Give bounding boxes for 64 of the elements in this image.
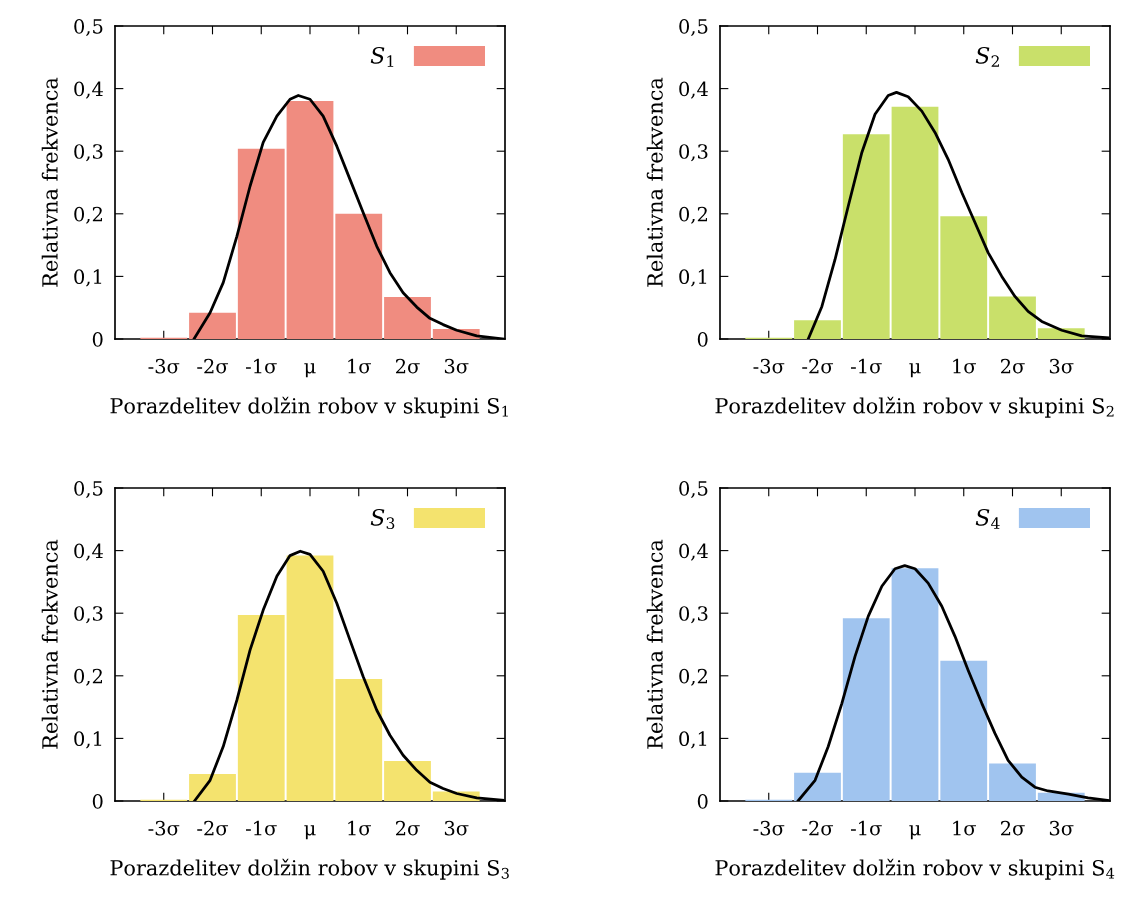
y-tick-label: 0,4	[679, 543, 708, 561]
x-tick-label: 3σ	[444, 820, 469, 836]
y-tick-label: 0,3	[74, 606, 103, 624]
y-axis-title: Relativna frekvenca	[646, 539, 663, 749]
x-tick-label: -3σ	[753, 820, 785, 836]
x-tick-label: 3σ	[1049, 358, 1074, 374]
x-tick-label: -2σ	[197, 820, 229, 836]
y-tick-label: 0,4	[679, 81, 708, 99]
x-tick-label: -2σ	[802, 820, 834, 836]
x-tick-label: 2σ	[396, 358, 420, 374]
x-tick-label: -2σ	[802, 358, 834, 374]
y-tick-label: 0,4	[74, 81, 103, 99]
x-tick-label: 2σ	[396, 820, 420, 836]
x-tick-label: μ	[909, 363, 921, 378]
x-tick-label: μ	[909, 825, 921, 840]
x-tick-label: 2σ	[1001, 820, 1025, 836]
x-tick-label: 1σ	[953, 358, 976, 374]
x-tick-label: μ	[304, 825, 316, 840]
x-axis-title: Porazdelitev dolžin robov v skupini S$_{4}$	[715, 858, 1115, 880]
y-tick-label: 0,4	[74, 543, 103, 561]
y-tick-label: 0	[92, 331, 103, 347]
y-tick-label: 0,2	[74, 206, 102, 224]
legend-label: S$_{3}$	[370, 508, 395, 530]
y-tick-label: 0,1	[74, 269, 102, 287]
y-tick-label: 0,5	[74, 480, 103, 499]
y-tick-label: 0,5	[679, 18, 708, 37]
x-tick-label: 1σ	[348, 358, 371, 374]
x-tick-label: 1σ	[348, 820, 371, 836]
y-tick-label: 0,2	[679, 206, 707, 224]
x-tick-label: -3σ	[148, 820, 180, 836]
x-tick-label: μ	[304, 363, 316, 378]
x-tick-label: -2σ	[197, 358, 229, 374]
x-tick-label: -1σ	[246, 820, 277, 836]
x-tick-label: 3σ	[1049, 820, 1074, 836]
legend-label: S$_{1}$	[370, 46, 394, 67]
x-tick-label: 3σ	[444, 358, 469, 374]
y-tick-label: 0,2	[74, 668, 102, 686]
y-tick-label: 0,2	[679, 668, 707, 686]
y-tick-label: 0,5	[74, 18, 103, 37]
legend-label: S$_{4}$	[975, 508, 1000, 529]
y-tick-label: 0	[697, 331, 708, 347]
x-tick-label: -1σ	[851, 358, 882, 374]
y-axis-title: Relativna frekvenca	[646, 77, 663, 287]
y-tick-label: 0,3	[679, 144, 708, 162]
y-axis-title: Relativna frekvenca	[41, 77, 58, 287]
x-axis-title: Porazdelitev dolžin robov v skupini S$_{3}$	[110, 858, 509, 880]
x-tick-label: -1σ	[851, 820, 882, 836]
y-tick-label: 0,3	[679, 606, 708, 624]
x-tick-label: 2σ	[1001, 358, 1025, 374]
y-tick-label: 0	[92, 793, 103, 809]
y-tick-label: 0,5	[679, 480, 708, 499]
x-axis-title: Porazdelitev dolžin robov v skupini S$_{2}$	[715, 396, 1114, 418]
y-tick-label: 0,1	[679, 731, 707, 749]
x-tick-label: -1σ	[246, 358, 277, 374]
y-tick-label: 0,1	[679, 269, 707, 287]
x-axis-title: Porazdelitev dolžin robov v skupini S$_{1}$	[110, 396, 508, 418]
y-axis-title: Relativna frekvenca	[41, 539, 58, 749]
y-tick-label: 0,3	[74, 144, 103, 162]
x-tick-label: 1σ	[953, 820, 976, 836]
x-tick-label: -3σ	[148, 358, 180, 374]
x-tick-label: -3σ	[753, 358, 785, 374]
y-tick-label: 0,1	[74, 731, 102, 749]
y-tick-label: 0	[697, 793, 708, 809]
legend-label: S$_{2}$	[975, 46, 999, 67]
